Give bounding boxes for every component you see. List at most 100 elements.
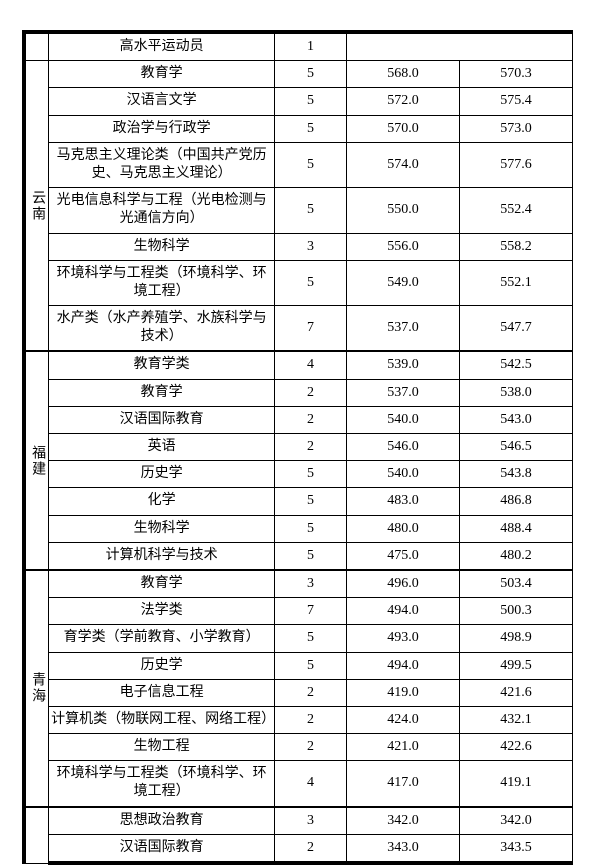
count-cell: 5 [275,461,347,488]
major-cell: 教育学 [49,570,275,598]
score1-cell: 540.0 [347,406,460,433]
score1-cell: 570.0 [347,115,460,142]
major-cell: 教育学 [49,379,275,406]
count-cell: 4 [275,351,347,379]
count-cell: 5 [275,625,347,652]
score2-cell: 575.4 [459,88,572,115]
major-cell: 历史学 [49,461,275,488]
table-row: 生物科学3556.0558.2 [24,233,573,260]
major-cell: 育学类（学前教育、小学教育） [49,625,275,652]
score1-cell: 343.0 [347,834,460,863]
score1-cell: 342.0 [347,807,460,835]
table-row: 电子信息工程2419.0421.6 [24,679,573,706]
score2-cell: 343.5 [459,834,572,863]
score2-cell: 432.1 [459,706,572,733]
score2-cell: 546.5 [459,434,572,461]
major-cell: 教育学 [49,61,275,88]
major-cell: 计算机类（物联网工程、网络工程） [49,706,275,733]
table-row: 云南教育学5568.0570.3 [24,61,573,88]
header-scores-blank [347,32,573,61]
score2-cell: 538.0 [459,379,572,406]
score2-cell: 573.0 [459,115,572,142]
major-cell: 环境科学与工程类（环境科学、环境工程） [49,260,275,305]
table-row: 历史学5494.0499.5 [24,652,573,679]
major-cell: 生物科学 [49,233,275,260]
score1-cell: 539.0 [347,351,460,379]
admissions-table: 高水平运动员1云南教育学5568.0570.3汉语言文学5572.0575.4政… [22,30,573,865]
table-row: 政治学与行政学5570.0573.0 [24,115,573,142]
score2-cell: 499.5 [459,652,572,679]
score2-cell: 543.0 [459,406,572,433]
table-row: 计算机科学与技术5475.0480.2 [24,542,573,570]
major-cell: 水产类（水产养殖学、水族科学与技术） [49,306,275,352]
score1-cell: 494.0 [347,652,460,679]
score2-cell: 570.3 [459,61,572,88]
count-cell: 5 [275,260,347,305]
score1-cell: 417.0 [347,761,460,807]
table-row: 英语2546.0546.5 [24,434,573,461]
score2-cell: 500.3 [459,598,572,625]
major-cell: 光电信息科学与工程（光电检测与光通信方向） [49,188,275,233]
score2-cell: 577.6 [459,142,572,187]
table-row: 福建教育学类4539.0542.5 [24,351,573,379]
major-cell: 生物科学 [49,515,275,542]
score1-cell: 494.0 [347,598,460,625]
major-cell: 汉语国际教育 [49,406,275,433]
table-row: 历史学5540.0543.8 [24,461,573,488]
major-cell: 汉语国际教育 [49,834,275,863]
table-row: 思想政治教育3342.0342.0 [24,807,573,835]
score2-cell: 480.2 [459,542,572,570]
count-cell: 4 [275,761,347,807]
major-cell: 历史学 [49,652,275,679]
count-cell: 5 [275,188,347,233]
score1-cell: 546.0 [347,434,460,461]
score1-cell: 483.0 [347,488,460,515]
major-cell: 政治学与行政学 [49,115,275,142]
count-cell: 5 [275,142,347,187]
table-row: 化学5483.0486.8 [24,488,573,515]
score2-cell: 558.2 [459,233,572,260]
score2-cell: 552.4 [459,188,572,233]
table-row: 汉语国际教育2540.0543.0 [24,406,573,433]
header-region-blank [24,32,49,61]
header-major: 高水平运动员 [49,32,275,61]
major-cell: 思想政治教育 [49,807,275,835]
score2-cell: 342.0 [459,807,572,835]
count-cell: 5 [275,115,347,142]
score2-cell: 419.1 [459,761,572,807]
table-row: 育学类（学前教育、小学教育）5493.0498.9 [24,625,573,652]
score1-cell: 421.0 [347,734,460,761]
score2-cell: 422.6 [459,734,572,761]
score1-cell: 475.0 [347,542,460,570]
count-cell: 2 [275,734,347,761]
region-cell: 青海 [24,570,49,807]
score1-cell: 540.0 [347,461,460,488]
major-cell: 教育学类 [49,351,275,379]
count-cell: 2 [275,706,347,733]
count-cell: 2 [275,406,347,433]
major-cell: 化学 [49,488,275,515]
count-cell: 7 [275,598,347,625]
major-cell: 生物工程 [49,734,275,761]
count-cell: 2 [275,379,347,406]
count-cell: 3 [275,807,347,835]
major-cell: 马克思主义理论类（中国共产党历史、马克思主义理论） [49,142,275,187]
score2-cell: 543.8 [459,461,572,488]
table-row: 水产类（水产养殖学、水族科学与技术）7537.0547.7 [24,306,573,352]
score2-cell: 486.8 [459,488,572,515]
count-cell: 2 [275,679,347,706]
region-cell: 云南 [24,61,49,352]
region-cell [24,807,49,863]
table-row: 马克思主义理论类（中国共产党历史、马克思主义理论）5574.0577.6 [24,142,573,187]
major-cell: 电子信息工程 [49,679,275,706]
table-row: 生物科学5480.0488.4 [24,515,573,542]
score2-cell: 503.4 [459,570,572,598]
count-cell: 2 [275,834,347,863]
table-row: 法学类7494.0500.3 [24,598,573,625]
major-cell: 计算机科学与技术 [49,542,275,570]
score1-cell: 537.0 [347,379,460,406]
count-cell: 5 [275,515,347,542]
score1-cell: 493.0 [347,625,460,652]
table-row: 生物工程2421.0422.6 [24,734,573,761]
count-cell: 5 [275,61,347,88]
